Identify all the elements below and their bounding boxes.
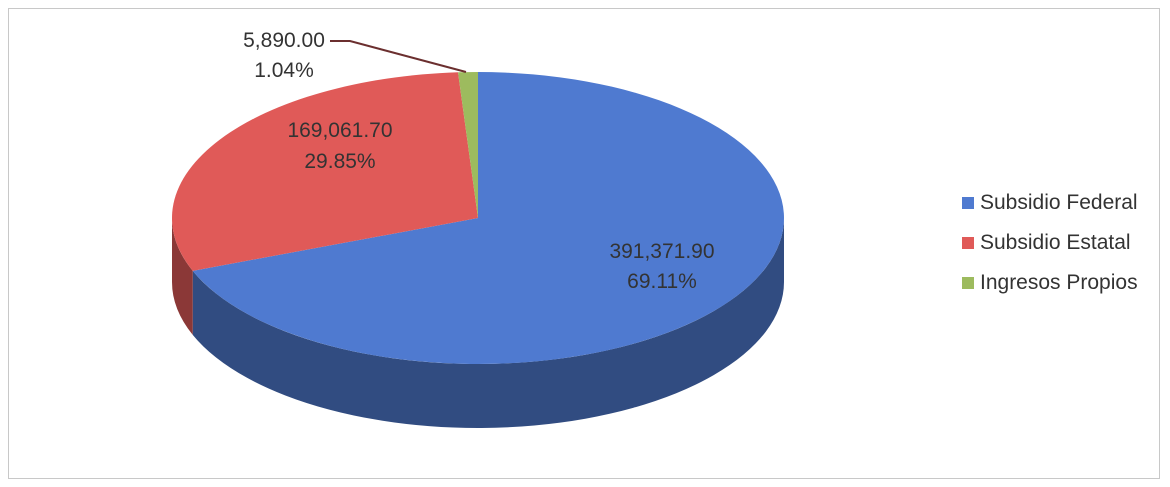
pie-slice-subsidio-federal (192, 72, 785, 365)
pie-sides (172, 218, 784, 428)
legend-item-subsidio-federal: Subsidio Federal (962, 190, 1138, 215)
legend-label-subsidio-federal: Subsidio Federal (980, 190, 1138, 214)
data-label-value-ingresos-propios: 5,890.00 (243, 29, 325, 52)
legend-item-ingresos-propios: Ingresos Propios (962, 270, 1138, 295)
data-label-value-subsidio-federal: 391,371.90 (609, 240, 714, 263)
pie-side-subsidio-estatal (172, 218, 193, 335)
leader-line-ingresos-propios (330, 40, 467, 73)
pie-slice-subsidio-estatal (171, 72, 478, 271)
data-label-percent-subsidio-estatal: 29.85% (304, 150, 375, 173)
pie-slice-ingresos-propios (458, 72, 478, 218)
pie-labels: 391,371.90 69.11% 169,061.70 29.85% 5,89… (243, 29, 714, 293)
legend: Subsidio Federal Subsidio Estatal Ingres… (962, 190, 1138, 310)
legend-item-subsidio-estatal: Subsidio Estatal (962, 230, 1138, 255)
legend-label-ingresos-propios: Ingresos Propios (980, 270, 1138, 294)
legend-swatch-subsidio-estatal (962, 236, 974, 249)
pie-tops (171, 72, 785, 365)
data-label-value-subsidio-estatal: 169,061.70 (287, 119, 392, 142)
legend-swatch-subsidio-federal (962, 196, 974, 209)
data-label-percent-subsidio-federal: 69.11% (627, 270, 697, 293)
data-label-percent-ingresos-propios: 1.04% (254, 59, 314, 82)
legend-label-subsidio-estatal: Subsidio Estatal (980, 230, 1131, 254)
pie-side-subsidio-federal (192, 218, 784, 428)
legend-swatch-ingresos-propios (962, 276, 974, 289)
